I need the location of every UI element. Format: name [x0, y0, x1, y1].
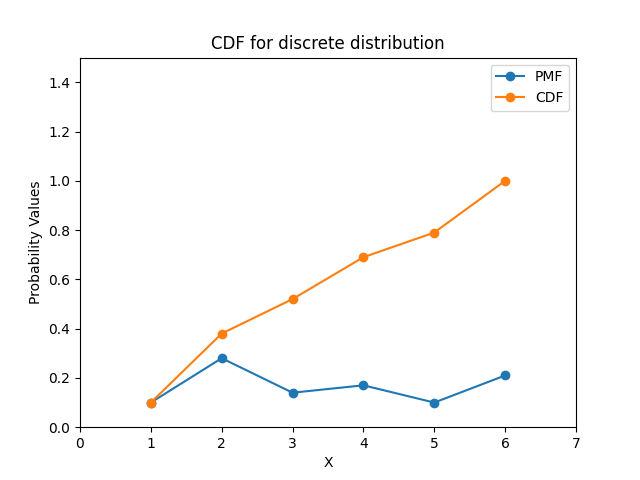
- PMF: [501, 372, 509, 378]
- Y-axis label: Probability Values: Probability Values: [29, 180, 43, 304]
- PMF: [360, 383, 367, 388]
- CDF: [218, 331, 225, 336]
- PMF: [289, 390, 296, 396]
- Title: CDF for discrete distribution: CDF for discrete distribution: [211, 35, 445, 53]
- Line: CDF: CDF: [147, 177, 509, 407]
- CDF: [431, 229, 438, 235]
- Line: PMF: PMF: [147, 354, 509, 407]
- CDF: [360, 254, 367, 260]
- PMF: [147, 400, 155, 406]
- X-axis label: X: X: [323, 456, 333, 470]
- Legend: PMF, CDF: PMF, CDF: [490, 64, 569, 110]
- CDF: [147, 400, 155, 406]
- PMF: [431, 400, 438, 406]
- CDF: [289, 296, 296, 302]
- PMF: [218, 355, 225, 361]
- CDF: [501, 178, 509, 184]
